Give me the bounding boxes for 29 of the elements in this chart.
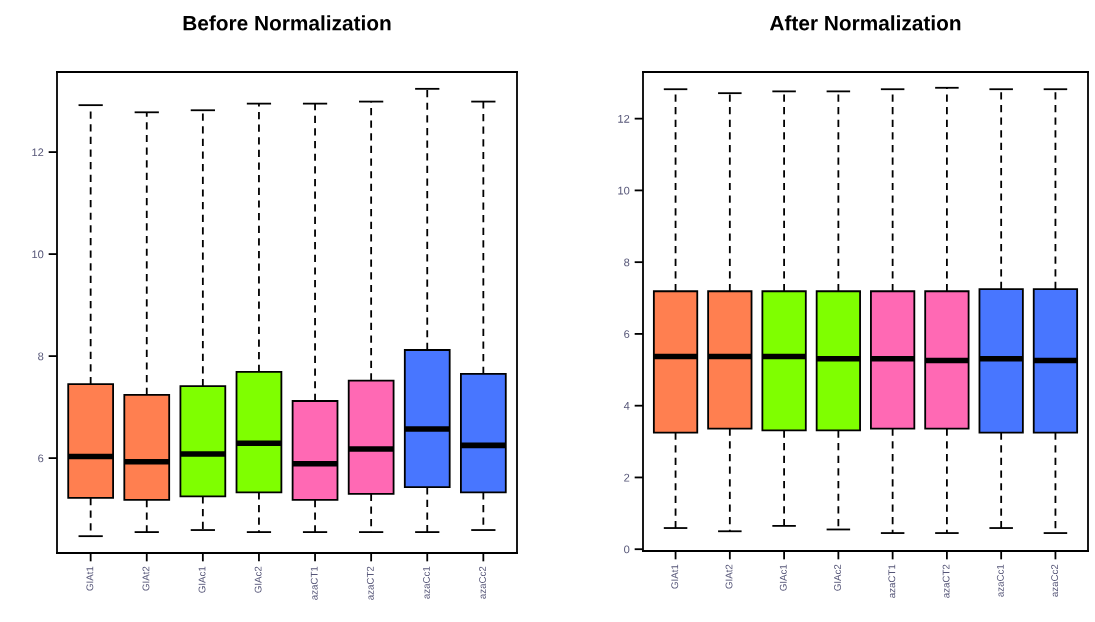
y-tick-label: 6 (38, 454, 44, 463)
x-tick-label: azaCT2 (942, 564, 950, 598)
x-tick-label: GIAt1 (671, 564, 679, 589)
y-tick-label: 6 (624, 330, 630, 339)
y-tick-label: 2 (624, 473, 630, 482)
y-tick-label: 8 (624, 258, 630, 267)
y-tick-label: 10 (618, 186, 630, 195)
x-tick-label: GIAc2 (834, 564, 841, 591)
y-tick-label: 12 (32, 148, 44, 157)
x-tick-label: azaCc2 (1051, 564, 1059, 597)
x-tick-label: GIAt1 (86, 566, 94, 591)
x-tick-label: azaCT1 (888, 564, 896, 598)
x-tick-label: azaCT1 (310, 566, 318, 600)
x-tick-label: GIAc1 (198, 566, 206, 593)
y-tick-label: 4 (623, 402, 630, 410)
x-tick-label: GIAt2 (725, 564, 733, 589)
x-tick-label: azaCc1 (996, 564, 1004, 597)
y-tick-label: 8 (38, 352, 44, 361)
y-tick-label: 0 (624, 545, 630, 554)
x-tick-label: azaCc1 (422, 566, 430, 599)
chart-title: Before Normalization (183, 15, 391, 31)
x-tick-label: GIAc2 (254, 566, 262, 593)
x-tick-label: GIAt2 (142, 566, 150, 591)
y-tick-label: 12 (618, 114, 630, 123)
y-tick-label: 10 (32, 250, 44, 259)
chart-title: After Normalization (769, 15, 961, 31)
x-tick-label: GIAc1 (779, 564, 787, 591)
x-tick-label: azaCc2 (479, 566, 486, 599)
x-tick-label: azaCT2 (366, 566, 374, 600)
